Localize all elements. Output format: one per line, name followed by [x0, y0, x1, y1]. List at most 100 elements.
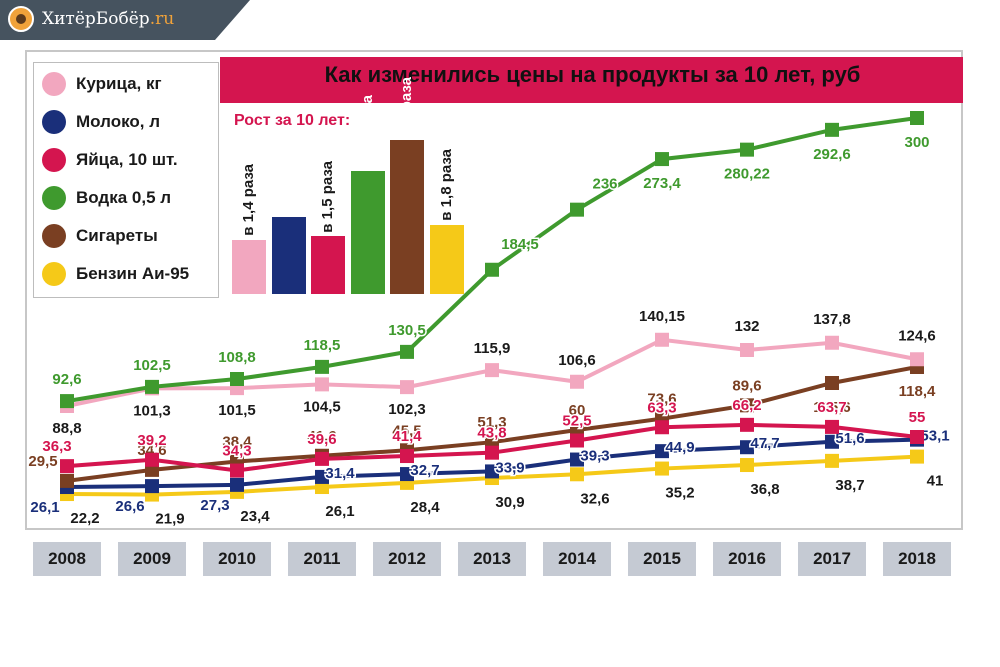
point-chicken-2014	[570, 374, 584, 389]
data-label-cigarettes-2010: 38,4	[222, 434, 252, 451]
data-label-cigarettes-2008: 29,5	[28, 453, 57, 470]
year-label-2011: 2011	[288, 542, 356, 576]
point-milk-2014	[570, 452, 584, 467]
point-vodka-2009	[145, 379, 159, 394]
legend-item-chicken: Курица, кг	[42, 69, 162, 99]
data-label-gasoline-2008: 22,2	[70, 510, 99, 527]
title-band	[220, 57, 963, 103]
data-label-chicken-2008: 88,8	[52, 420, 81, 437]
point-milk-2009	[145, 479, 159, 494]
data-label-cigarettes-2009: 34,6	[137, 442, 166, 459]
point-eggs-2013	[485, 445, 499, 460]
growth-bar-eggs	[311, 236, 345, 294]
point-gasoline-2014	[570, 467, 584, 482]
data-label-cigarettes-2018: 118,4	[899, 383, 936, 400]
point-vodka-2016	[740, 142, 754, 157]
data-label-gasoline-2018: 41	[927, 473, 944, 490]
point-milk-2013	[485, 464, 499, 479]
data-label-vodka-2018: 300	[904, 134, 929, 151]
point-milk-2016	[740, 440, 754, 455]
data-label-cigarettes-2017: 105,6	[813, 399, 851, 416]
data-label-gasoline-2017: 38,7	[835, 477, 864, 494]
point-chicken-2015	[655, 332, 669, 347]
legend-label-eggs: Яйца, 10 шт.	[76, 150, 178, 169]
data-label-eggs-2010: 34,3	[222, 443, 251, 460]
point-chicken-2018	[910, 352, 924, 367]
data-label-eggs-2008: 36,3	[42, 438, 71, 455]
data-label-vodka-2009: 102,5	[133, 357, 171, 374]
point-cigarettes-2016	[740, 398, 754, 413]
point-vodka-2013	[485, 262, 499, 277]
legend-swatch-vodka	[42, 186, 66, 210]
point-chicken-2017	[825, 335, 839, 350]
data-label-cigarettes-2013: 51,3	[477, 414, 506, 431]
legend-swatch-eggs	[42, 148, 66, 172]
legend: Курица, кг Молоко, л Яйца, 10 шт. Водка 0,5…	[33, 62, 219, 298]
data-label-chicken-2012: 102,3	[388, 401, 426, 418]
data-label-eggs-2014: 52,5	[562, 413, 591, 430]
beaver-logo-icon	[8, 6, 34, 32]
legend-item-cigarettes: Сигареты	[42, 221, 158, 251]
data-label-chicken-2013: 115,9	[474, 340, 511, 357]
data-label-gasoline-2011: 26,1	[325, 503, 354, 520]
legend-swatch-gasoline	[42, 262, 66, 286]
legend-item-gasoline: Бензин Аи-95	[42, 259, 189, 289]
year-label-2014: 2014	[543, 542, 611, 576]
data-label-eggs-2018: 55	[909, 409, 926, 426]
site-name[interactable]: ХитёрБобёр.ru	[42, 9, 174, 29]
point-eggs-2014	[570, 433, 584, 448]
data-label-milk-2015: 44,9	[665, 439, 694, 456]
data-label-vodka-2016: 280,22	[724, 166, 770, 183]
data-label-milk-2010: 27,3	[200, 497, 229, 514]
point-cigarettes-2017	[825, 376, 839, 390]
growth-bar-cigarettes	[390, 140, 424, 294]
data-label-chicken-2010: 101,5	[218, 402, 256, 419]
point-milk-2017	[825, 434, 839, 449]
year-label-2017: 2017	[798, 542, 866, 576]
point-chicken-2011	[315, 377, 329, 392]
data-label-cigarettes-2014: 60	[569, 402, 586, 419]
site-name-text: ХитёрБобёр	[42, 9, 150, 29]
data-label-vodka-2014: 236	[592, 176, 617, 193]
point-vodka-2014	[570, 202, 584, 217]
year-label-2015: 2015	[628, 542, 696, 576]
chart-title: Как изменились цены на продукты за 10 ле…	[324, 62, 861, 87]
data-label-milk-2008: 26,1	[30, 499, 59, 516]
year-label-2013: 2013	[458, 542, 526, 576]
legend-label-milk: Молоко, л	[76, 112, 160, 131]
point-chicken-2016	[740, 343, 754, 357]
data-label-cigarettes-2016: 89,6	[732, 377, 761, 394]
point-eggs-2009	[145, 452, 159, 467]
data-label-chicken-2011: 104,5	[303, 398, 341, 415]
data-label-gasoline-2014: 32,6	[580, 490, 609, 507]
point-milk-2015	[655, 444, 669, 459]
data-label-cigarettes-2015: 73,6	[647, 391, 676, 408]
data-label-vodka-2008: 92,6	[52, 371, 81, 388]
data-label-eggs-2015: 63,3	[647, 399, 676, 416]
data-label-cigarettes-2012: 45,5	[392, 422, 421, 439]
point-eggs-2017	[825, 419, 839, 434]
point-milk-2011	[315, 469, 329, 484]
growth-bar-milk	[271, 217, 306, 294]
data-label-vodka-2011: 118,5	[304, 337, 341, 354]
point-vodka-2012	[400, 344, 414, 359]
data-label-vodka-2010: 108,8	[218, 349, 256, 366]
data-label-chicken-2014: 106,6	[558, 352, 596, 369]
data-label-milk-2013: 33,9	[495, 459, 524, 476]
year-label-2008: 2008	[33, 542, 101, 576]
point-eggs-2018	[910, 430, 924, 444]
point-chicken-2012	[400, 380, 414, 395]
point-vodka-2017	[825, 122, 839, 137]
data-label-milk-2011: 31,4	[325, 465, 355, 482]
growth-bar-chicken	[232, 240, 266, 294]
data-label-eggs-2012: 41,4	[392, 428, 422, 445]
data-label-chicken-2018: 124,6	[898, 327, 936, 344]
data-label-milk-2012: 32,7	[410, 462, 439, 479]
data-label-eggs-2017: 63,7	[817, 399, 846, 416]
data-label-eggs-2013: 43,8	[477, 425, 506, 442]
point-eggs-2015	[655, 420, 669, 435]
legend-label-chicken: Курица, кг	[76, 74, 162, 93]
data-label-milk-2009: 26,6	[115, 498, 144, 515]
growth-title: Рост за 10 лет:	[234, 112, 351, 129]
data-label-milk-2018: 53,1	[920, 428, 949, 445]
